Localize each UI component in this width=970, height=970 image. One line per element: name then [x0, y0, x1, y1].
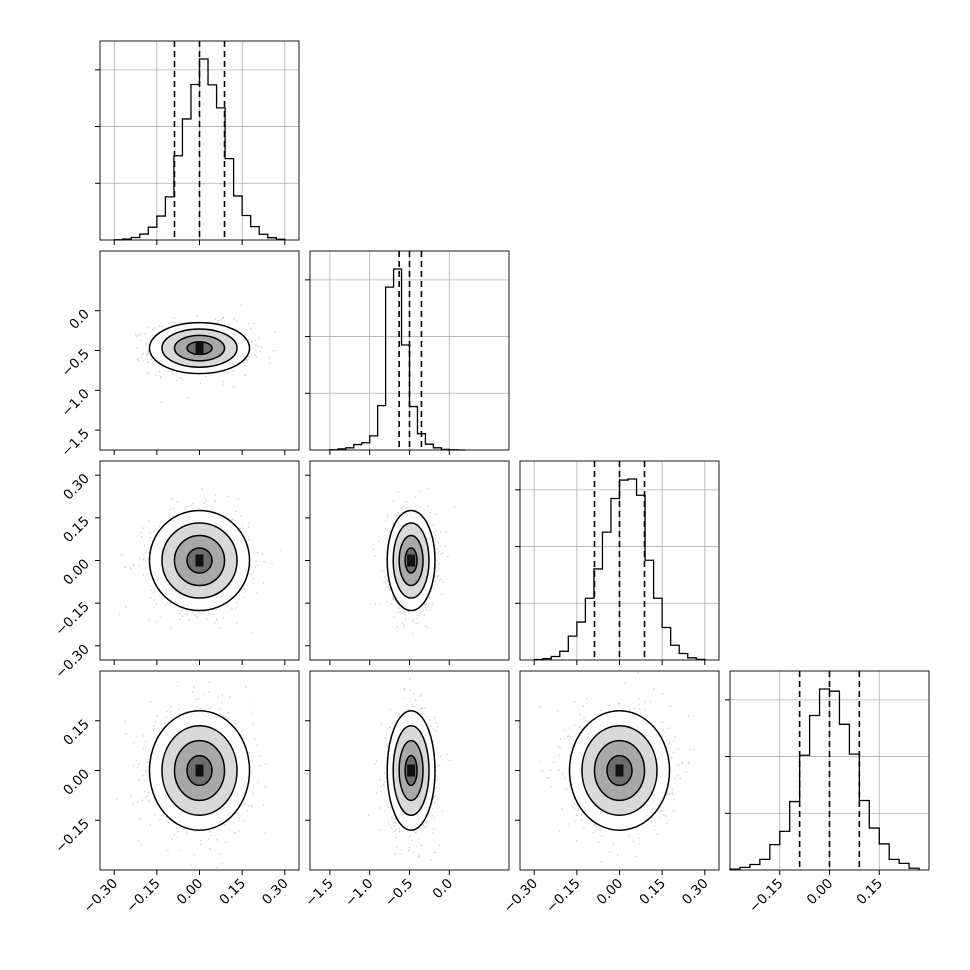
y-tick-label: 0.30 [60, 471, 93, 504]
axes-frame [729, 670, 930, 871]
axes-frame [309, 670, 510, 871]
density-content [116, 681, 267, 869]
axes-frame [519, 670, 720, 871]
density-panel-3-1 [305, 670, 510, 875]
y-tick-label: −0.5 [58, 346, 92, 380]
x-tick-label: −0.15 [543, 876, 584, 917]
density-panel-1-0 [95, 250, 300, 455]
x-tick-label: 0.0 [430, 876, 457, 903]
density-content [135, 304, 276, 403]
density-panel-3-0 [95, 670, 300, 875]
density-content [372, 487, 456, 635]
density-peak [407, 764, 416, 777]
x-tick-label: 0.00 [804, 876, 837, 909]
y-tick-label: 0.00 [60, 766, 93, 799]
histogram-panel-3 [725, 670, 930, 875]
y-tick-label: 0.00 [60, 556, 93, 589]
y-tick-label: −0.15 [52, 816, 93, 857]
x-tick-label: −1.0 [342, 876, 376, 910]
y-tick-label: −0.15 [52, 599, 93, 640]
histogram-step-line [329, 268, 466, 451]
density-peak [195, 554, 204, 567]
density-content [368, 678, 452, 861]
axes-frame [99, 670, 300, 871]
y-tick-label: −1.0 [58, 386, 92, 420]
histogram-panel-0 [95, 40, 300, 245]
axes-frame [99, 250, 300, 451]
axes-frame [309, 250, 510, 451]
x-tick-label: 0.15 [216, 876, 249, 909]
axes-frame [519, 460, 720, 661]
histogram-step-line [533, 478, 706, 661]
x-tick-label: 0.00 [174, 876, 207, 909]
x-tick-label: −0.15 [123, 876, 164, 917]
y-tick-label: 0.0 [66, 306, 93, 333]
x-tick-label: 0.15 [854, 876, 887, 909]
density-peak [615, 764, 624, 777]
y-tick-label: −0.30 [52, 641, 93, 682]
x-tick-label: 0.30 [259, 876, 292, 909]
sample-points [372, 487, 456, 635]
x-tick-label: 0.15 [636, 876, 669, 909]
x-tick-label: −0.5 [382, 876, 416, 910]
x-tick-label: −0.30 [500, 876, 541, 917]
density-content [538, 671, 695, 863]
histogram-panel-1 [305, 250, 510, 455]
y-tick-label: 0.15 [60, 716, 93, 749]
x-tick-label: −0.30 [80, 876, 121, 917]
x-tick-label: −1.5 [302, 876, 336, 910]
density-peak [195, 764, 204, 777]
sample-points [116, 681, 267, 869]
x-tick-label: 0.30 [679, 876, 712, 909]
density-panel-3-2 [515, 670, 720, 875]
histogram-panel-2 [515, 460, 720, 665]
x-tick-label: 0.00 [594, 876, 627, 909]
histogram-step-line [729, 688, 920, 870]
x-tick-label: −0.15 [746, 876, 787, 917]
density-panel-2-0 [95, 460, 300, 665]
axes-frame [309, 460, 510, 661]
y-tick-label: −1.5 [58, 426, 92, 460]
density-panel-2-1 [305, 460, 510, 665]
axes-frame [99, 460, 300, 661]
density-peak [407, 554, 416, 567]
y-tick-label: 0.15 [60, 513, 93, 546]
density-peak [195, 342, 204, 355]
density-content [119, 488, 281, 634]
axes-frame [99, 40, 300, 241]
